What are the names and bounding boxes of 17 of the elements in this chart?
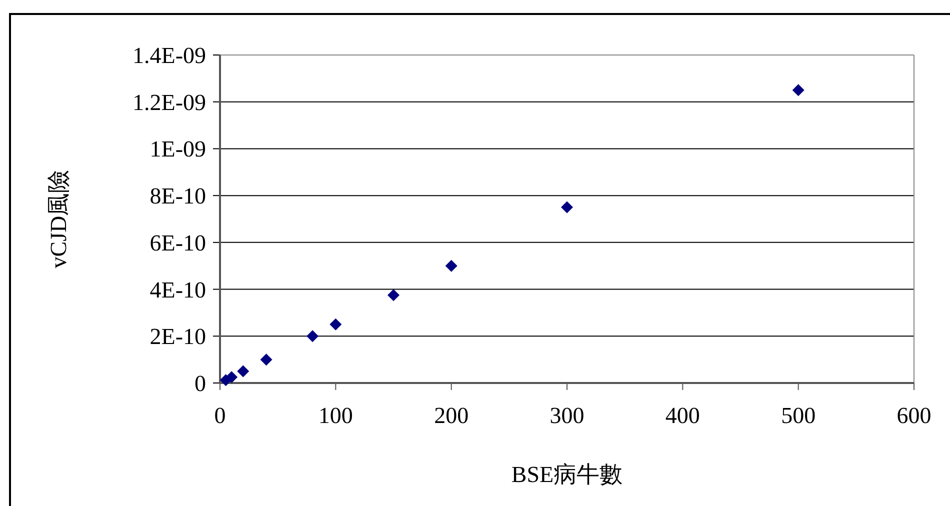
x-tick-label: 200 <box>434 403 469 428</box>
y-tick-label: 6E-10 <box>150 230 206 256</box>
x-tick-label: 0 <box>214 403 226 428</box>
y-tick-label: 1.4E-09 <box>132 43 206 68</box>
y-axis-title: vCJD風險 <box>46 170 71 268</box>
x-tick-label: 300 <box>550 403 584 428</box>
x-tick-label: 100 <box>318 403 353 428</box>
x-tick-label: 600 <box>896 403 932 428</box>
x-axis-title: BSE病牛數 <box>511 462 623 487</box>
y-tick-label: 0 <box>194 371 206 396</box>
x-tick-label: 400 <box>665 403 700 428</box>
y-tick-label: 2E-10 <box>150 324 206 350</box>
y-tick-label: 1E-09 <box>150 136 206 162</box>
y-tick-label: 1.2E-09 <box>132 90 206 115</box>
y-tick-label: 8E-10 <box>150 184 206 209</box>
y-tick-label: 4E-10 <box>150 277 206 302</box>
x-tick-label: 500 <box>781 403 816 428</box>
